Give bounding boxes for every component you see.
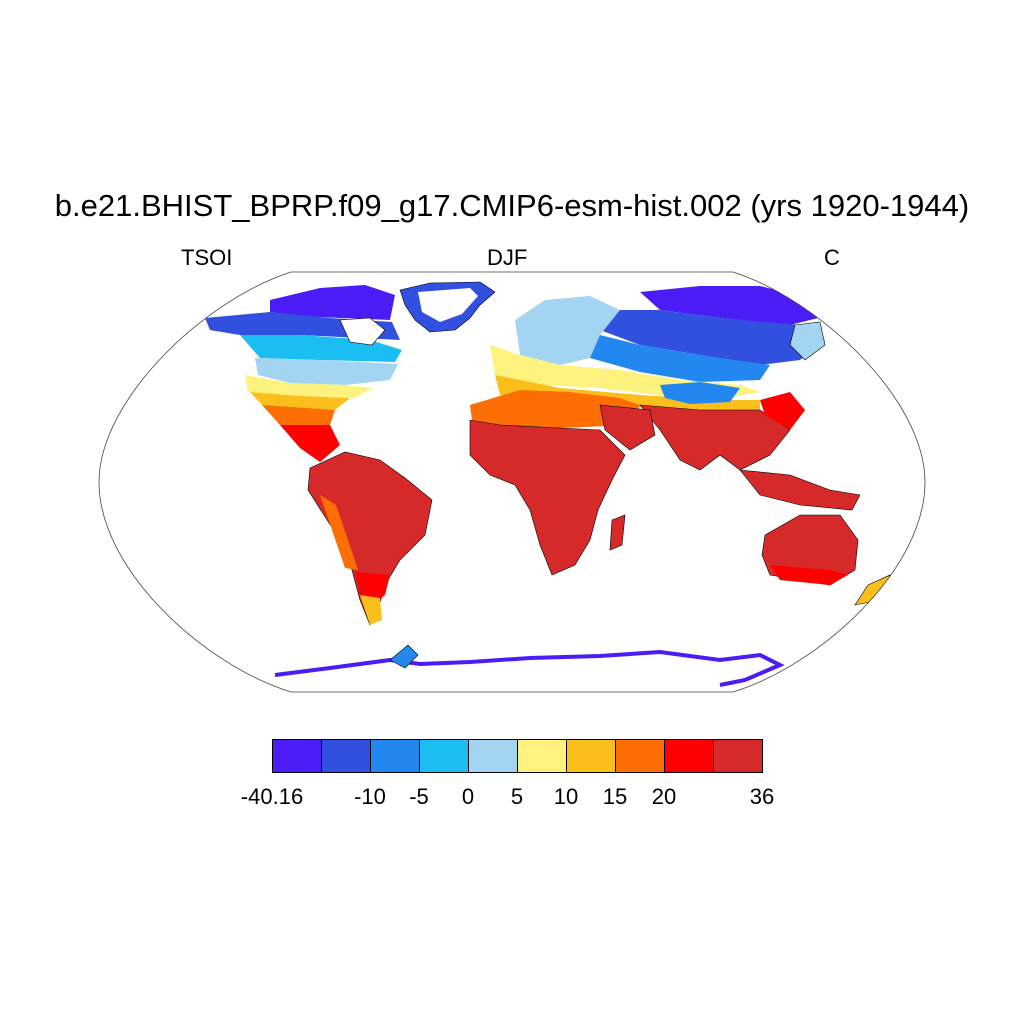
colorbar-bin — [665, 740, 714, 772]
greenland-interior — [418, 288, 478, 322]
colorbar-bin — [273, 740, 322, 772]
east-asia-coast — [760, 392, 805, 430]
colorbar-bin — [322, 740, 371, 772]
colorbar — [272, 739, 763, 773]
eurasia-arctic — [640, 286, 830, 325]
colorbar-bin — [616, 740, 665, 772]
central-america-region — [280, 425, 340, 462]
colorbar-tick-label: -40.16 — [240, 784, 304, 809]
colorbar-tick-label: 10 — [553, 784, 579, 809]
colorbar-tick-label: -10 — [354, 784, 386, 809]
season-label: DJF — [487, 245, 528, 270]
colorbar-tick-label: 15 — [602, 784, 628, 809]
kamchatka — [789, 321, 826, 361]
australia-south — [770, 565, 848, 585]
variable-label: TSOI — [181, 245, 233, 270]
himalaya-cold — [660, 382, 740, 404]
colorbar-bin — [371, 740, 420, 772]
colorbar-tick-label: -5 — [409, 784, 429, 809]
hudson-bay — [339, 317, 386, 346]
antarctic-peninsula — [389, 644, 419, 669]
colorbar-tick-label: 5 — [510, 784, 524, 809]
plot-title: b.e21.BHIST_BPRP.f09_g17.CMIP6-esm-hist.… — [54, 188, 970, 223]
indonesia-region — [739, 469, 861, 511]
north-america-arctic — [270, 285, 395, 320]
north-america-mild — [255, 358, 398, 385]
map-border — [98, 271, 926, 693]
antarctica-coast — [274, 649, 785, 687]
colorbar-bin — [567, 740, 616, 772]
north-america-warm — [245, 375, 372, 398]
africa-region — [469, 419, 626, 576]
land-temperature-field — [205, 281, 891, 687]
colorbar-bin — [469, 740, 518, 772]
colorbar-tick-label: 36 — [749, 784, 775, 809]
north-america-cool — [240, 335, 402, 362]
middle-east — [599, 404, 656, 451]
new-zealand — [854, 574, 891, 606]
eurasia-cool — [580, 330, 770, 382]
andes-band — [320, 495, 358, 570]
north-america-hot — [250, 392, 350, 410]
madagascar — [609, 514, 626, 551]
north-africa-hot — [470, 390, 640, 428]
colorbar-bin — [518, 740, 567, 772]
patagonia-cool — [360, 595, 382, 625]
colorbar-tick-label: 20 — [651, 784, 677, 809]
colorbar-tick-label: 0 — [461, 784, 475, 809]
scandinavia-europe-mild — [515, 296, 620, 365]
mexico-region — [262, 405, 335, 430]
eurasia-cold — [600, 310, 825, 365]
colorbar-bin — [714, 740, 762, 772]
colorbar-bin — [420, 740, 469, 772]
units-label: C — [824, 245, 840, 270]
